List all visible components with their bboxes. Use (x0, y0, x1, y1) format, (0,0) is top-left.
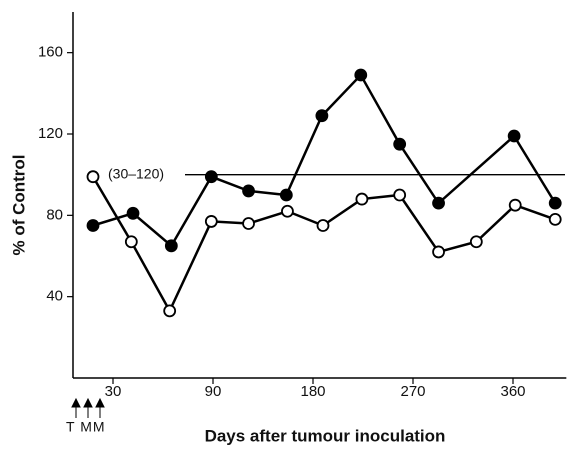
data-point (508, 198, 522, 212)
data-point (548, 196, 562, 210)
y-tick-label: 120 (38, 125, 63, 142)
data-point (548, 212, 562, 226)
x-tick-label: 270 (400, 383, 425, 400)
data-point (355, 192, 369, 206)
data-point (204, 215, 218, 228)
data-point (393, 188, 407, 202)
x-tick-label: 90 (205, 383, 222, 400)
data-point (204, 170, 218, 184)
data-point (432, 196, 445, 210)
data-point (281, 204, 294, 218)
reference-label: (30–120) (108, 165, 164, 181)
data-point (354, 68, 368, 82)
data-point (164, 239, 178, 253)
series-line (91, 176, 556, 314)
data-point (126, 206, 140, 220)
data-point (163, 304, 177, 318)
data-point (432, 245, 445, 259)
data-point (507, 129, 521, 143)
data-point (469, 235, 483, 249)
x-tick-label: 180 (300, 383, 325, 400)
y-tick-label: 40 (46, 288, 63, 305)
data-point (393, 137, 407, 151)
data-point (315, 109, 329, 123)
data-point (242, 184, 255, 198)
x-tick-label: 360 (500, 383, 525, 400)
data-point (124, 235, 138, 249)
series-line (92, 72, 557, 248)
y-axis-label: % of Control (9, 154, 28, 255)
data-point (86, 219, 100, 232)
data-point (316, 219, 330, 232)
data-point (242, 217, 255, 230)
y-tick-label: 160 (38, 44, 63, 61)
inoculation-arrows (71, 397, 105, 418)
y-tick-label: 80 (46, 206, 63, 223)
annotation: T MM (66, 419, 106, 435)
x-tick-label: 30 (105, 383, 122, 400)
data-point (86, 170, 100, 184)
data-point (279, 188, 293, 202)
x-axis-label: Days after tumour inoculation (205, 426, 446, 445)
